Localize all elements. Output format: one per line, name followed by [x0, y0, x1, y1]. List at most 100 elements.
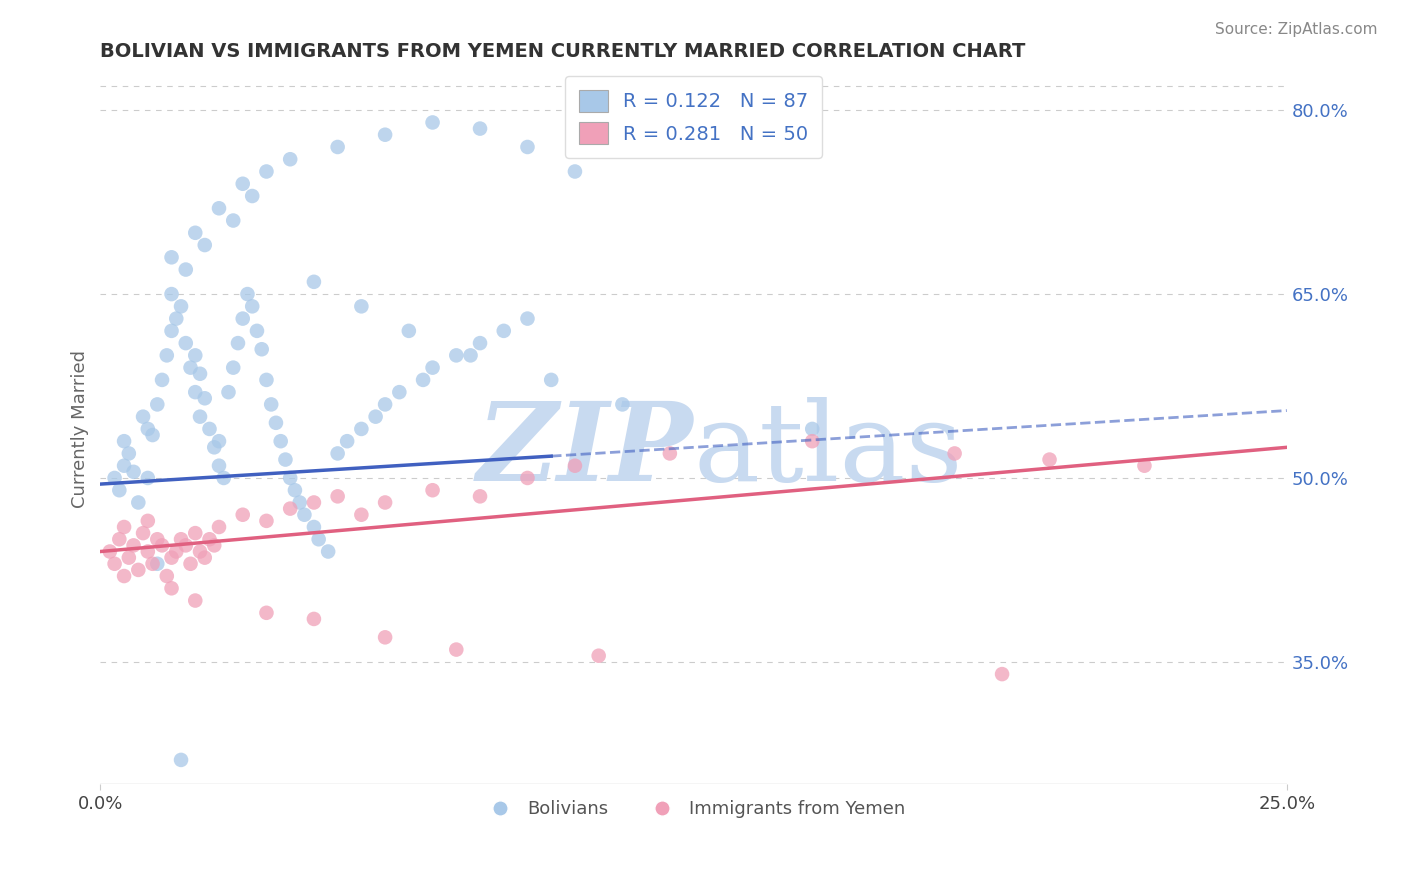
Point [612, 397, 634, 411]
Point [160, 250, 183, 264]
Point [136, 471, 159, 485]
Point [194, 238, 217, 252]
Point [103, 557, 125, 571]
Point [208, 458, 231, 473]
Point [446, 348, 468, 362]
Point [112, 569, 135, 583]
Point [156, 569, 179, 583]
Point [222, 360, 245, 375]
Point [174, 538, 197, 552]
Point [146, 557, 169, 571]
Point [302, 612, 325, 626]
Point [118, 550, 141, 565]
Point [108, 483, 131, 498]
Point [122, 538, 145, 552]
Point [564, 458, 586, 473]
Point [170, 533, 193, 547]
Point [112, 434, 135, 449]
Point [943, 446, 966, 460]
Point [150, 373, 173, 387]
Point [260, 397, 283, 411]
Point [540, 373, 562, 387]
Point [460, 348, 482, 362]
Point [194, 392, 217, 406]
Point [202, 538, 225, 552]
Point [516, 471, 538, 485]
Point [801, 434, 824, 449]
Point [374, 128, 396, 142]
Point [492, 324, 515, 338]
Point [232, 508, 254, 522]
Point [165, 311, 187, 326]
Point [174, 262, 197, 277]
Point [226, 336, 249, 351]
Point [218, 385, 240, 400]
Point [284, 483, 307, 498]
Y-axis label: Currently Married: Currently Married [72, 350, 89, 508]
Point [1038, 452, 1060, 467]
Point [198, 422, 221, 436]
Point [240, 189, 263, 203]
Point [127, 563, 149, 577]
Point [422, 483, 444, 498]
Point [184, 593, 207, 607]
Point [103, 471, 125, 485]
Point [326, 140, 349, 154]
Point [326, 489, 349, 503]
Point [294, 508, 316, 522]
Point [150, 538, 173, 552]
Point [302, 275, 325, 289]
Point [278, 153, 301, 167]
Point [326, 446, 349, 460]
Point [156, 348, 179, 362]
Point [232, 177, 254, 191]
Point [160, 324, 183, 338]
Point [374, 495, 396, 509]
Point [160, 287, 183, 301]
Point [316, 544, 339, 558]
Point [170, 753, 193, 767]
Point [208, 434, 231, 449]
Point [194, 550, 217, 565]
Point [180, 557, 202, 571]
Point [246, 324, 269, 338]
Point [564, 164, 586, 178]
Point [374, 397, 396, 411]
Point [222, 213, 245, 227]
Point [136, 422, 159, 436]
Point [350, 422, 373, 436]
Point [256, 373, 278, 387]
Point [184, 226, 207, 240]
Point [184, 526, 207, 541]
Point [127, 495, 149, 509]
Point [516, 311, 538, 326]
Text: ZIP: ZIP [477, 397, 693, 504]
Point [274, 452, 297, 467]
Point [1133, 458, 1156, 473]
Point [136, 544, 159, 558]
Point [198, 533, 221, 547]
Point [350, 299, 373, 313]
Point [202, 440, 225, 454]
Point [250, 343, 273, 357]
Point [308, 533, 330, 547]
Point [122, 465, 145, 479]
Point [142, 428, 165, 442]
Point [302, 520, 325, 534]
Point [398, 324, 420, 338]
Point [302, 495, 325, 509]
Point [160, 582, 183, 596]
Point [588, 648, 610, 663]
Point [468, 121, 491, 136]
Text: BOLIVIAN VS IMMIGRANTS FROM YEMEN CURRENTLY MARRIED CORRELATION CHART: BOLIVIAN VS IMMIGRANTS FROM YEMEN CURREN… [100, 42, 1026, 61]
Point [388, 385, 411, 400]
Point [212, 471, 235, 485]
Point [412, 373, 434, 387]
Point [658, 446, 681, 460]
Point [278, 501, 301, 516]
Point [270, 434, 292, 449]
Point [236, 287, 259, 301]
Point [422, 115, 444, 129]
Point [364, 409, 387, 424]
Point [422, 360, 444, 375]
